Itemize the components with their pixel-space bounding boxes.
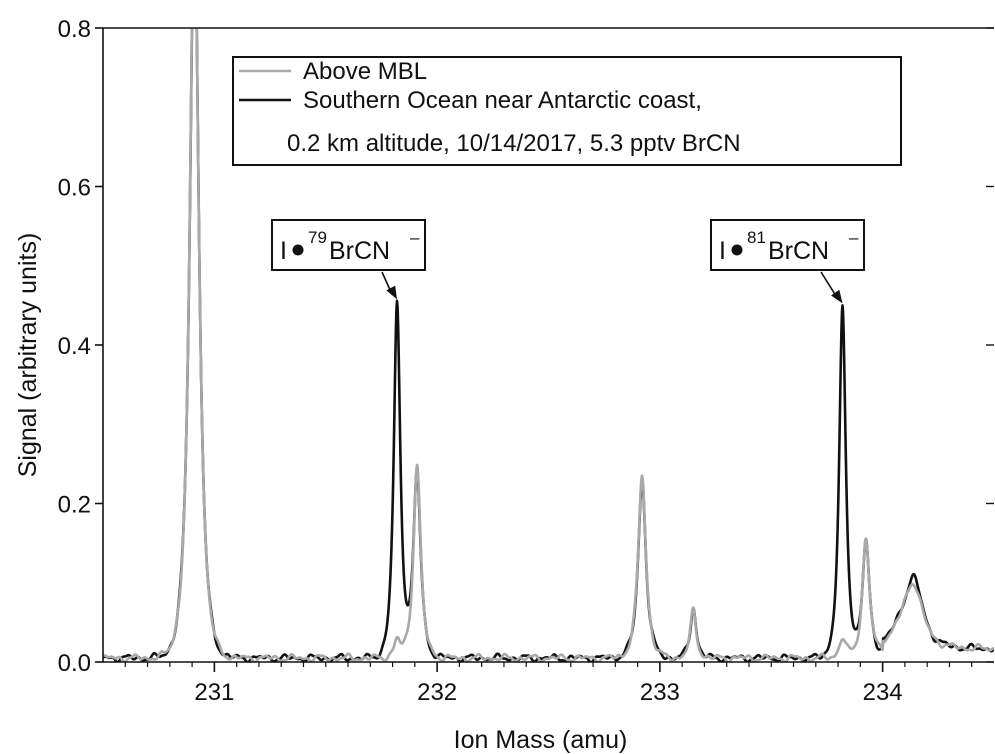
x-tick-label: 233 (640, 679, 680, 706)
x-tick-label: 232 (417, 679, 457, 706)
annotation-arrow-head (831, 289, 843, 304)
legend-label-1-line2: 0.2 km altitude, 10/14/2017, 5.3 pptv Br… (287, 130, 741, 157)
y-tick-label: 0.4 (58, 333, 91, 360)
y-axis-title: Signal (arbitrary units) (14, 233, 42, 478)
legend-label-1: Southern Ocean near Antarctic coast, (303, 87, 702, 114)
annotation-label: BrCN (768, 237, 829, 265)
annotation-arrow-head (386, 285, 398, 300)
y-tick-label: 0.8 (58, 16, 91, 43)
annotation-charge: – (410, 228, 420, 247)
annotation-isotope: 81 (747, 228, 766, 247)
annotation-0: I 79 BrCN – (271, 219, 426, 300)
annotation-label: BrCN (329, 237, 390, 265)
y-tick-label: 0.0 (58, 650, 91, 677)
axes: 0.0 0.2 0.4 0.6 0.8 231 232 233 234 Ion Mass (amu… (14, 16, 994, 754)
legend-box (232, 56, 902, 166)
x-tick-label: 234 (863, 679, 903, 706)
legend-label-0: Above MBL (303, 58, 427, 85)
annotation-prefix: I (280, 237, 287, 265)
annotations: I 79 BrCN – I 81 BrCN – (271, 219, 865, 304)
x-axis-title: Ion Mass (amu) (454, 726, 628, 754)
annotation-1: I 81 BrCN – (710, 219, 865, 304)
plot-area (103, 28, 994, 662)
y-tick-label: 0.2 (58, 492, 91, 519)
x-tick-label: 231 (194, 679, 234, 706)
annotation-charge: – (849, 228, 859, 247)
y-tick-label: 0.6 (58, 175, 91, 202)
bullet-dot (731, 244, 743, 256)
series-line-0 (103, 28, 994, 662)
bullet-dot (292, 244, 304, 256)
annotation-isotope: 79 (308, 228, 327, 247)
annotation-prefix: I (719, 237, 726, 265)
